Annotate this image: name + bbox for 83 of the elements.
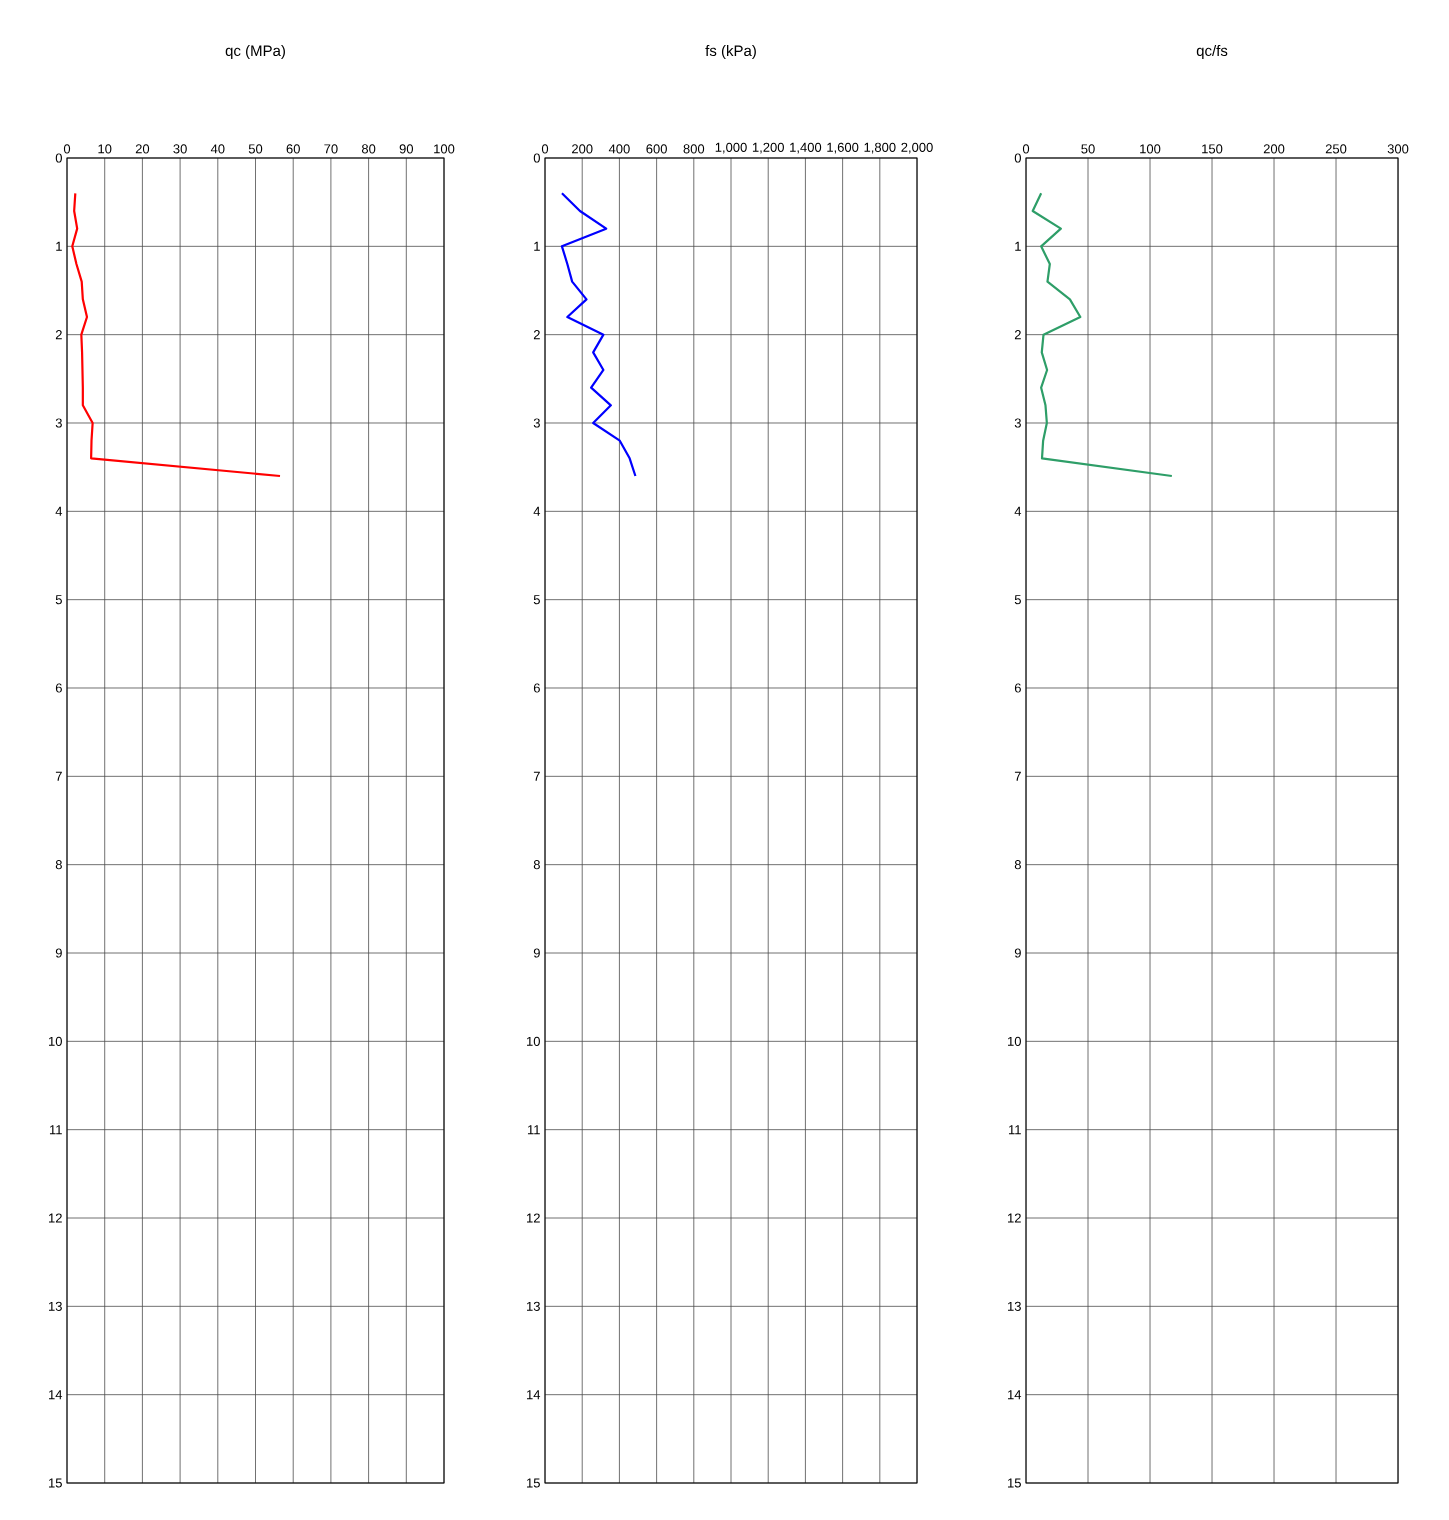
y-tick-label: 9 [533,948,540,958]
x-tick-label: 50 [1081,144,1095,154]
x-tick-label: 400 [608,144,630,154]
chart-title: qc/fs [1196,45,1228,59]
x-tick-label: 2,000 [901,142,933,154]
y-tick-label: 14 [48,1390,63,1400]
y-tick-label: 6 [55,683,62,693]
line-series [1031,192,1173,478]
x-tick-label: 600 [646,144,667,154]
x-tick-label: 100 [434,144,455,154]
y-tick-label: 12 [1008,1213,1021,1223]
line-series [560,192,637,478]
y-tick-label: 2 [55,330,62,340]
x-tick-label: 150 [1202,144,1223,154]
y-tick-label: 12 [48,1213,62,1223]
y-tick-label: 8 [55,860,62,870]
y-tick-label: 0 [55,153,62,163]
y-tick-label: 7 [55,771,62,781]
y-tick-label: 15 [527,1478,540,1488]
y-tick-label: 0 [533,153,540,163]
y-tick-label: 11 [1008,1125,1021,1135]
x-tick-label: 800 [683,144,705,154]
x-tick-label: 60 [286,144,300,154]
x-tick-label: 1,600 [827,142,859,154]
y-tick-label: 9 [1014,948,1021,958]
y-tick-label: 14 [527,1390,541,1400]
y-tick-label: 4 [55,506,63,516]
x-tick-label: 50 [248,144,263,154]
line-series [71,192,282,478]
x-tick-label: 1,200 [752,142,784,154]
x-tick-label: 30 [173,144,187,154]
y-tick-label: 3 [1014,418,1021,428]
x-tick-label: 70 [324,144,338,154]
y-tick-label: 9 [55,948,62,958]
y-tick-label: 14 [1008,1390,1022,1400]
y-tick-label: 11 [527,1125,540,1135]
x-tick-label: 0 [63,144,71,154]
x-tick-label: 1,800 [864,142,896,154]
y-tick-label: 12 [527,1213,540,1223]
y-tick-label: 13 [48,1301,62,1311]
y-tick-label: 3 [55,418,62,428]
y-tick-label: 13 [527,1301,540,1311]
y-tick-label: 7 [1014,771,1021,781]
x-tick-label: 1,000 [715,142,747,154]
y-tick-label: 2 [533,330,540,340]
x-tick-label: 20 [135,144,150,154]
y-tick-label: 1 [56,241,62,251]
y-tick-label: 5 [1014,595,1021,605]
y-tick-label: 4 [533,506,541,516]
y-tick-label: 10 [48,1036,62,1046]
x-tick-label: 200 [572,144,593,154]
x-tick-label: 1,400 [790,142,822,154]
y-tick-label: 1 [534,241,540,251]
x-tick-label: 0 [541,144,549,154]
y-tick-label: 6 [1014,683,1021,693]
y-tick-label: 13 [1008,1301,1021,1311]
x-tick-label: 200 [1263,144,1285,154]
y-tick-label: 8 [533,860,540,870]
y-tick-label: 15 [1008,1478,1021,1488]
y-tick-label: 5 [55,595,62,605]
chart-title: fs (kPa) [705,45,756,60]
x-tick-label: 10 [98,144,112,154]
y-tick-label: 7 [533,771,540,781]
y-tick-label: 6 [533,683,540,693]
y-tick-label: 10 [1008,1036,1021,1046]
y-tick-label: 11 [49,1125,62,1135]
x-tick-label: 300 [1387,144,1409,154]
y-tick-label: 5 [533,595,540,605]
x-tick-label: 100 [1140,144,1161,154]
x-tick-label: 80 [361,144,376,154]
y-tick-label: 1 [1015,241,1021,251]
y-tick-label: 2 [1014,330,1021,340]
x-tick-label: 250 [1325,144,1347,154]
x-tick-label: 0 [1022,144,1030,154]
y-tick-label: 3 [533,418,540,428]
y-tick-label: 4 [1014,506,1022,516]
y-tick-label: 8 [1014,860,1021,870]
y-tick-label: 15 [48,1478,62,1488]
chart-title: qc (MPa) [225,45,285,59]
x-tick-label: 40 [210,144,225,154]
x-tick-label: 90 [399,144,414,154]
y-tick-label: 0 [1014,153,1021,163]
y-tick-label: 10 [527,1036,540,1046]
